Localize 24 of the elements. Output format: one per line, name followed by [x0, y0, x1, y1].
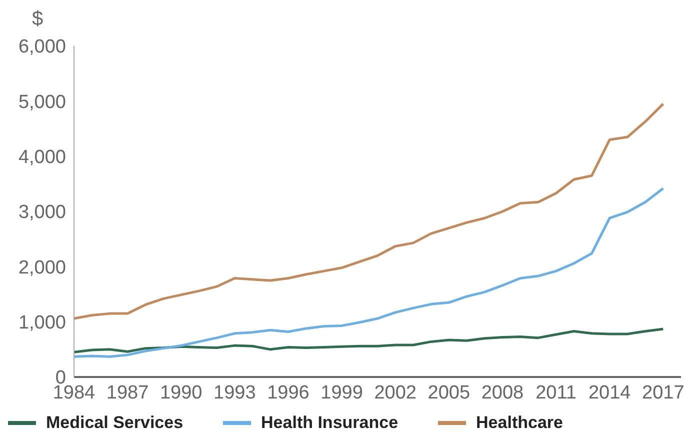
x-tick-label: 2005 — [428, 382, 470, 404]
y-tick-label: 6,000 — [18, 36, 66, 58]
line-series — [74, 102, 664, 320]
y-tick-label: 3,000 — [18, 202, 66, 224]
line-series — [74, 187, 664, 358]
x-tick-label: 1987 — [106, 382, 149, 404]
x-tick-label: 1993 — [214, 382, 256, 404]
x-tick-label: 1996 — [267, 382, 310, 404]
legend-label: Medical Services — [46, 413, 184, 433]
x-tick-label: 1990 — [160, 382, 202, 404]
legend-label: Healthcare — [476, 413, 563, 433]
x-tick-label: 2017 — [642, 382, 684, 404]
y-tick-label: 4,000 — [18, 147, 66, 168]
x-tick-label: 2014 — [588, 382, 632, 404]
x-tick-label: 1999 — [320, 382, 363, 404]
x-tick-label: 2008 — [481, 382, 524, 404]
y-tick-label: 1,000 — [18, 312, 66, 334]
y-tick-label: 2,000 — [18, 257, 66, 278]
y-axis-title: $ — [32, 8, 44, 31]
x-tick-label: 2011 — [536, 382, 576, 404]
y-tick-label: 5,000 — [18, 92, 66, 113]
x-tick-label: 2002 — [374, 382, 416, 404]
legend-label: Health Insurance — [261, 413, 398, 433]
line-series — [74, 328, 664, 354]
